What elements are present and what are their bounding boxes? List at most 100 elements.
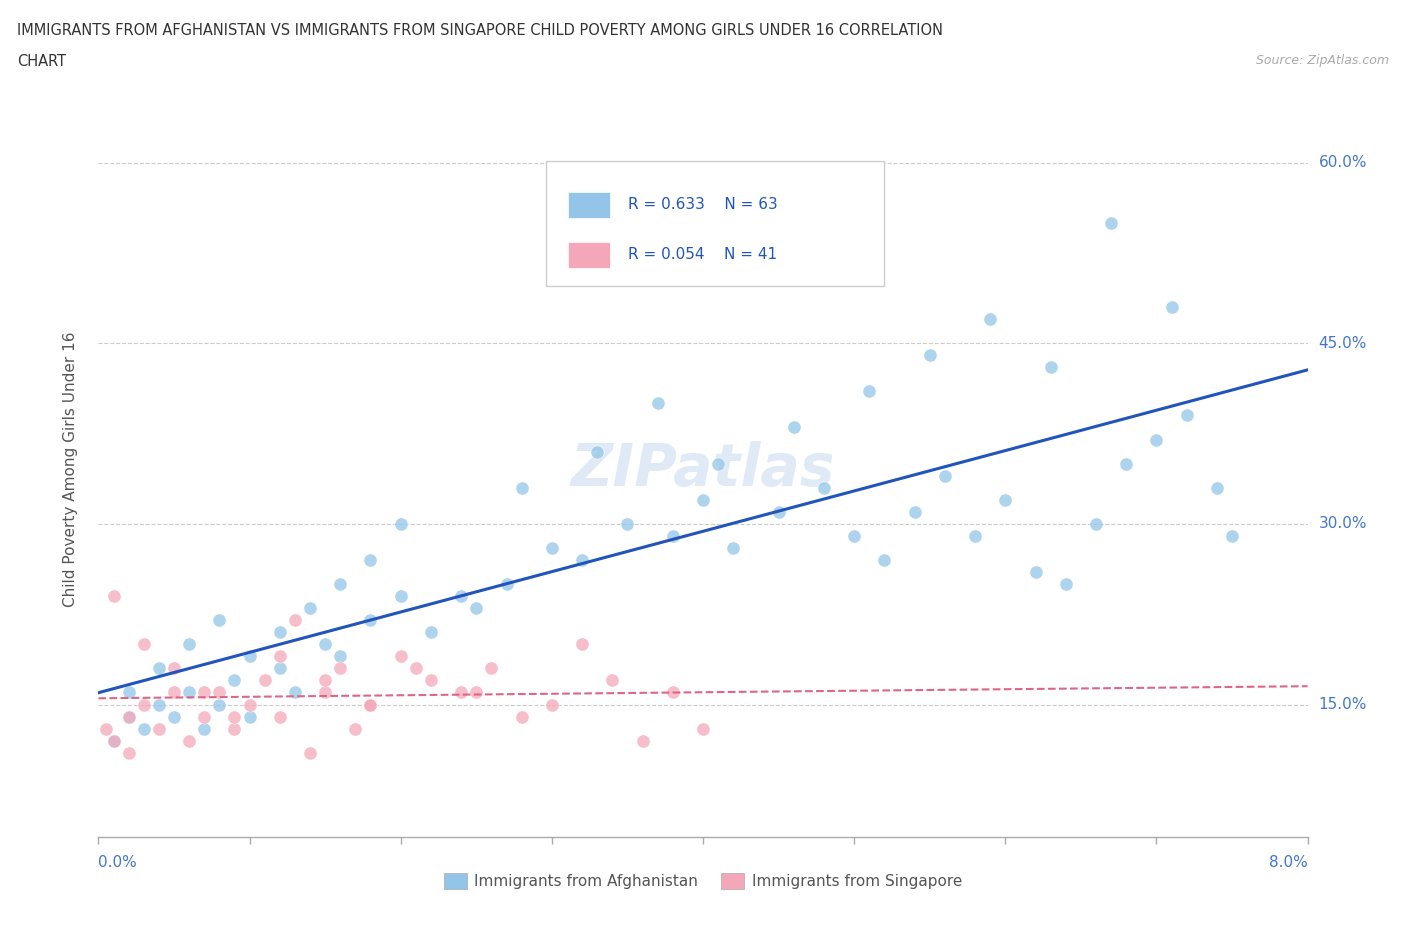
Point [179, 733, 201, 748]
Point [631, 733, 654, 748]
Point [193, 685, 215, 700]
Text: 45.0%: 45.0% [1319, 336, 1367, 351]
Point [1205, 480, 1229, 495]
Point [284, 685, 307, 700]
Point [389, 649, 412, 664]
Point [269, 709, 291, 724]
Y-axis label: Child Poverty Among Girls Under 16: Child Poverty Among Girls Under 16 [63, 332, 77, 607]
Point [692, 721, 714, 736]
Point [934, 468, 956, 483]
Point [844, 528, 866, 543]
Point [979, 312, 1001, 326]
Point [224, 709, 246, 724]
Point [329, 649, 352, 664]
Point [450, 589, 472, 604]
Point [1175, 408, 1198, 423]
Point [179, 685, 201, 700]
Point [103, 733, 125, 748]
Point [495, 577, 517, 591]
Text: 60.0%: 60.0% [1319, 155, 1367, 170]
Point [419, 625, 441, 640]
Point [813, 480, 835, 495]
Point [148, 661, 170, 676]
Point [918, 348, 941, 363]
Point [284, 613, 307, 628]
Text: 0.0%: 0.0% [98, 856, 138, 870]
Point [118, 709, 141, 724]
Point [132, 637, 155, 652]
Point [405, 661, 427, 676]
Point [510, 480, 533, 495]
Point [269, 649, 291, 664]
Point [314, 637, 336, 652]
Point [965, 528, 987, 543]
Point [903, 504, 925, 519]
Point [571, 637, 593, 652]
Point [1099, 216, 1122, 231]
Point [510, 709, 533, 724]
Point [647, 396, 669, 411]
Point [359, 698, 381, 712]
Point [540, 698, 562, 712]
Point [132, 698, 155, 712]
Point [465, 685, 488, 700]
Point [193, 721, 215, 736]
Point [179, 637, 201, 652]
Point [450, 685, 472, 700]
FancyBboxPatch shape [568, 242, 610, 268]
Point [208, 698, 231, 712]
Point [239, 709, 262, 724]
Point [344, 721, 367, 736]
Point [479, 661, 503, 676]
Point [103, 589, 125, 604]
Point [586, 445, 609, 459]
Point [299, 745, 322, 760]
Text: R = 0.633    N = 63: R = 0.633 N = 63 [628, 197, 778, 212]
Point [782, 420, 804, 435]
Point [359, 552, 381, 567]
Point [389, 516, 412, 531]
Point [1024, 565, 1046, 579]
Point [661, 528, 683, 543]
Point [616, 516, 638, 531]
Text: 8.0%: 8.0% [1268, 856, 1308, 870]
Point [1085, 516, 1108, 531]
Legend: Immigrants from Afghanistan, Immigrants from Singapore: Immigrants from Afghanistan, Immigrants … [437, 868, 969, 896]
Point [224, 721, 246, 736]
Point [208, 613, 231, 628]
Text: ZIPatlas: ZIPatlas [571, 441, 835, 498]
Point [1054, 577, 1077, 591]
Point [419, 673, 441, 688]
Point [359, 698, 381, 712]
Point [1115, 457, 1137, 472]
Point [253, 673, 276, 688]
Point [224, 673, 246, 688]
Point [239, 649, 262, 664]
Text: R = 0.054    N = 41: R = 0.054 N = 41 [628, 247, 778, 262]
Point [723, 540, 745, 555]
Point [314, 685, 336, 700]
Point [118, 709, 141, 724]
Point [359, 613, 381, 628]
Point [314, 673, 336, 688]
Point [163, 661, 186, 676]
Point [193, 709, 215, 724]
Point [94, 721, 117, 736]
Point [163, 709, 186, 724]
Point [571, 552, 593, 567]
Point [118, 685, 141, 700]
Point [540, 540, 562, 555]
Point [132, 721, 155, 736]
Point [269, 625, 291, 640]
Point [873, 552, 896, 567]
Point [692, 492, 714, 507]
Text: CHART: CHART [17, 54, 66, 69]
Point [329, 577, 352, 591]
Point [148, 698, 170, 712]
Point [602, 673, 624, 688]
Point [1144, 432, 1167, 447]
Point [118, 745, 141, 760]
Point [858, 384, 880, 399]
Point [661, 685, 683, 700]
Text: Source: ZipAtlas.com: Source: ZipAtlas.com [1256, 54, 1389, 67]
